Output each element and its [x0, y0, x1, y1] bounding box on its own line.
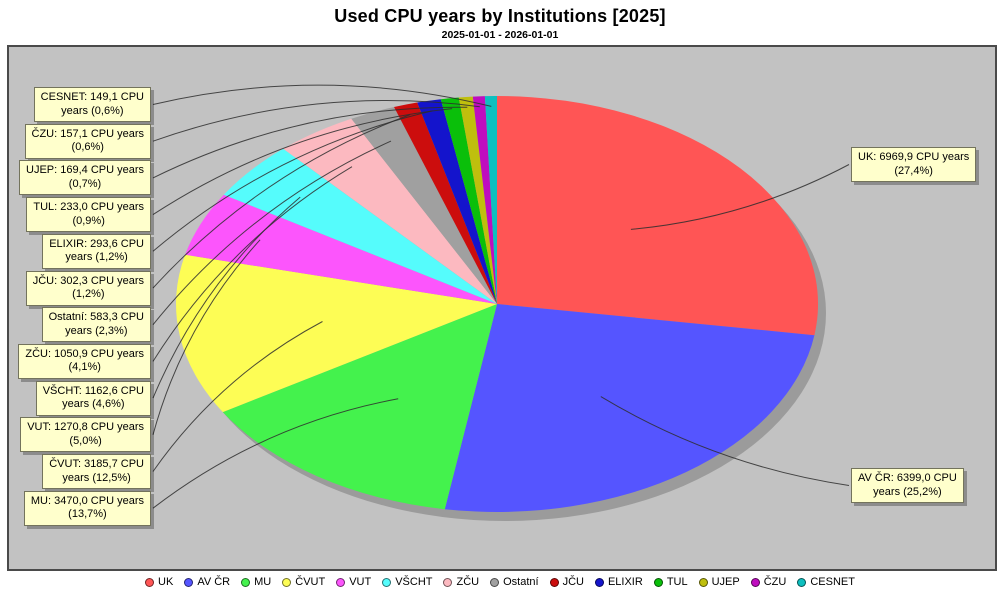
plot-area	[7, 45, 997, 571]
legend-item-MU: MU	[241, 576, 271, 588]
legend-label: TUL	[666, 576, 688, 588]
callout-line: ZČU: 1050,9 CPU years	[25, 347, 144, 360]
callout-line: CESNET: 149,1 CPU	[40, 91, 144, 103]
legend-item-ZČU: ZČU	[443, 576, 479, 588]
legend-label: VUT	[349, 576, 372, 588]
callout-CESNET: CESNET: 149,1 CPU years (0,6%)	[33, 87, 151, 122]
callout-line: years (2,3%)	[65, 324, 128, 337]
callout-line: (1,2%)	[72, 288, 105, 300]
legend-item-UK: UK	[145, 576, 173, 588]
callout-line: JČU: 302,3 CPU years	[32, 274, 144, 287]
callout-ZČU: ZČU: 1050,9 CPU years (4,1%)	[18, 343, 151, 379]
legend-item-JČU: JČU	[549, 576, 584, 588]
legend-color-dot	[145, 577, 155, 587]
legend-item-ELIXIR: ELIXIR	[594, 576, 643, 588]
legend-item-VŠCHT: VŠCHT	[382, 576, 432, 588]
callout-line: years (0,6%)	[61, 104, 124, 117]
callout-line: ČVUT: 3185,7 CPU	[49, 458, 144, 470]
legend-color-dot	[241, 577, 251, 587]
callout-line: MU: 3470,0 CPU years	[30, 494, 144, 507]
chart-subtitle: 2025-01-01 - 2026-01-01	[441, 29, 559, 41]
callout-AV ČR: AV ČR: 6399,0 CPU years (25,2%)	[851, 468, 964, 503]
legend: UK AV ČR MU ČVUT VUT VŠCHT ZČU Ostatní JČU ELIXIR…	[0, 576, 1000, 588]
callout-line: (5,0%)	[69, 434, 102, 447]
legend-label: VŠCHT	[395, 576, 433, 588]
callout-line: AV ČR: 6399,0 CPU	[858, 472, 957, 484]
callout-MU: MU: 3470,0 CPU years (13,7%)	[23, 490, 151, 526]
legend-color-dot	[797, 577, 807, 587]
callout-line: years (25,2%)	[873, 485, 942, 498]
callout-line: (0,9%)	[72, 214, 105, 227]
callout-line: TUL: 233,0 CPU years	[33, 201, 144, 214]
callout-VŠCHT: VŠCHT: 1162,6 CPU years (4,6%)	[35, 380, 151, 416]
callout-line: ELIXIR: 293,6 CPU	[49, 237, 144, 250]
legend-color-dot	[594, 577, 604, 587]
callout-line: (4,1%)	[68, 361, 101, 374]
callout-JČU: JČU: 302,3 CPU years (1,2%)	[25, 270, 151, 306]
legend-color-dot	[750, 577, 760, 587]
legend-label: ELIXIR	[607, 576, 643, 588]
legend-color-dot	[698, 577, 708, 587]
callout-line: (13,7%)	[68, 508, 107, 521]
callout-ELIXIR: ELIXIR: 293,6 CPU years (1,2%)	[42, 233, 151, 269]
callout-line: years (4,6%)	[62, 398, 125, 411]
legend-item-AV ČR: AV ČR	[184, 576, 230, 588]
legend-label: UJEP	[711, 576, 740, 588]
callout-Ostatní: Ostatní: 583,3 CPU years (2,3%)	[41, 307, 151, 343]
callout-line: (0,6%)	[71, 141, 104, 154]
legend-label: CESNET	[810, 576, 855, 588]
callout-line: UJEP: 169,4 CPU years	[26, 164, 144, 177]
legend-color-dot	[549, 577, 559, 587]
legend-item-CESNET: CESNET	[797, 576, 855, 588]
callout-line: (0,7%)	[68, 177, 102, 190]
callout-TUL: TUL: 233,0 CPU years (0,9%)	[26, 197, 151, 233]
legend-label: ČZU	[763, 576, 787, 588]
legend-item-Ostatní: Ostatní	[490, 576, 539, 588]
legend-label: JČU	[562, 576, 584, 588]
callout-line: VŠCHT: 1162,6 CPU	[42, 384, 144, 397]
callout-line: (27,4%)	[894, 164, 933, 177]
legend-color-dot	[336, 577, 346, 587]
legend-color-dot	[653, 577, 663, 587]
legend-item-TUL: TUL	[653, 576, 688, 588]
legend-label: Ostatní	[503, 576, 539, 588]
callout-VUT: VUT: 1270,8 CPU years (5,0%)	[20, 417, 151, 453]
callout-line: VUT: 1270,8 CPU years	[27, 421, 144, 434]
callout-ČVUT: ČVUT: 3185,7 CPU years (12,5%)	[42, 454, 151, 489]
legend-color-dot	[382, 577, 392, 587]
legend-label: UK	[158, 576, 174, 588]
chart-header: Used CPU years by Institutions [2025] 20…	[0, 0, 1000, 41]
callout-line: Ostatní: 583,3 CPU	[48, 311, 144, 324]
legend-item-ČZU: ČZU	[750, 576, 787, 588]
callout-line: years (12,5%)	[62, 471, 131, 484]
callout-UK: UK: 6969,9 CPU years (27,4%)	[851, 147, 977, 182]
legend-color-dot	[443, 577, 453, 587]
legend-label: MU	[254, 576, 272, 588]
legend-color-dot	[282, 577, 292, 587]
callout-line: ČZU: 157,1 CPU years	[31, 127, 144, 140]
legend-color-dot	[490, 577, 500, 587]
callout-line: years (1,2%)	[65, 251, 128, 264]
callout-UJEP: UJEP: 169,4 CPU years (0,7%)	[19, 160, 151, 196]
callout-line: UK: 6969,9 CPU years	[858, 151, 970, 163]
legend-label: ZČU	[456, 576, 480, 588]
legend-label: AV ČR	[197, 576, 231, 588]
callout-ČZU: ČZU: 157,1 CPU years (0,6%)	[24, 123, 151, 159]
legend-color-dot	[184, 577, 194, 587]
legend-item-VUT: VUT	[336, 576, 371, 588]
legend-label: ČVUT	[295, 576, 326, 588]
chart-title: Used CPU years by Institutions [2025]	[334, 6, 666, 26]
legend-item-UJEP: UJEP	[698, 576, 740, 588]
legend-item-ČVUT: ČVUT	[282, 576, 325, 588]
